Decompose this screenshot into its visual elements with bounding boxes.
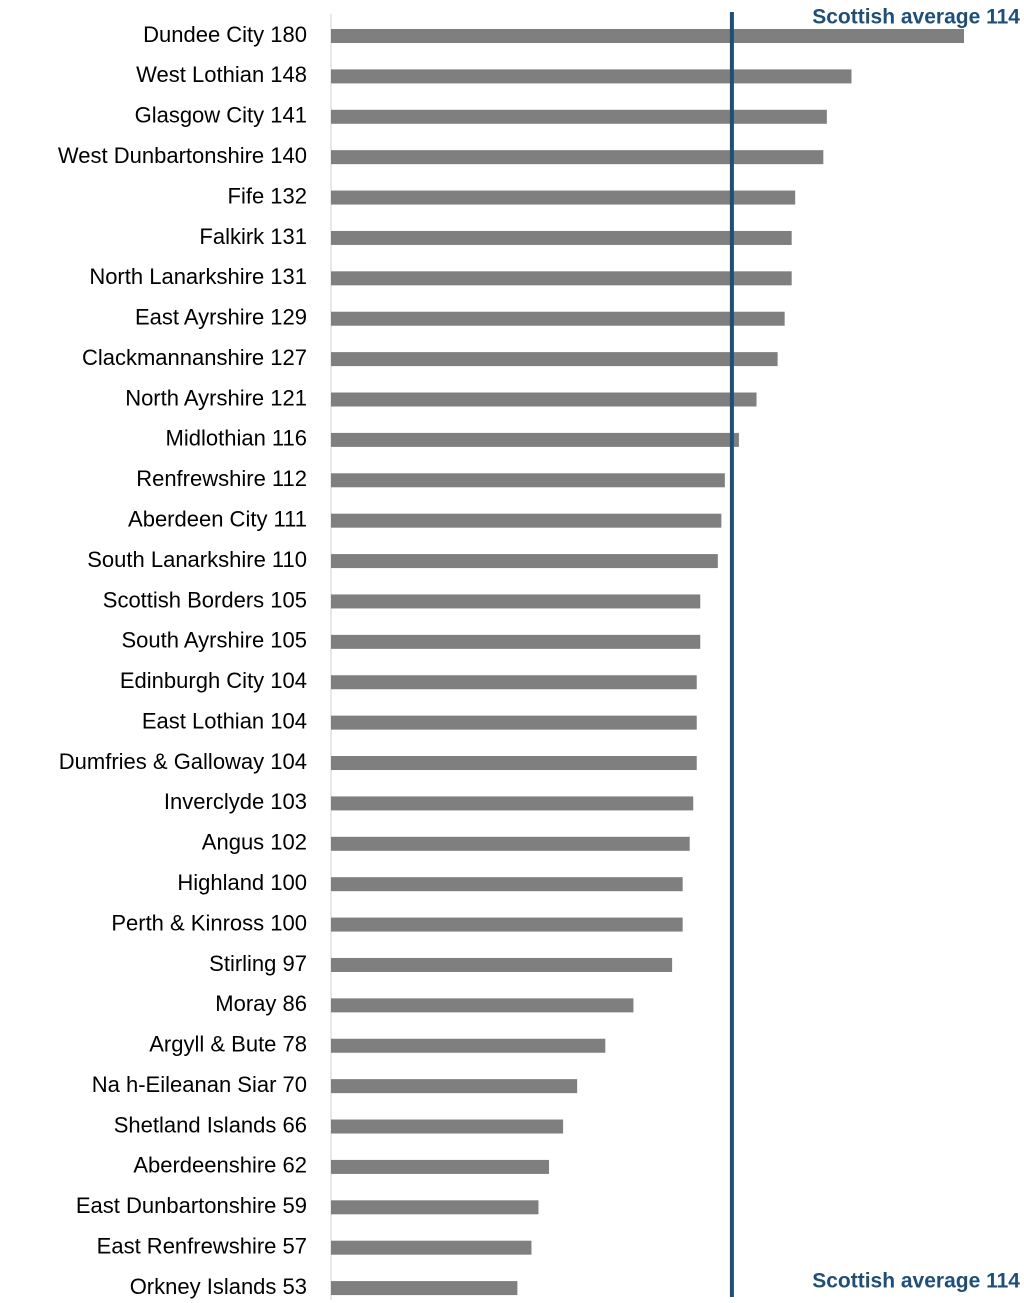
reference-label: Scottish average 114: [812, 6, 1020, 29]
bar: [331, 69, 852, 84]
category-label: Argyll & Bute 78: [149, 1032, 307, 1057]
bar: [331, 473, 725, 488]
category-label: West Dunbartonshire 140: [58, 143, 307, 168]
category-label: Dumfries & Galloway 104: [59, 749, 307, 774]
bar: [331, 836, 690, 851]
category-label: Scottish Borders 105: [103, 587, 307, 612]
category-label: Moray 86: [215, 991, 307, 1016]
category-label: West Lothian 148: [136, 62, 307, 87]
bar: [331, 190, 796, 205]
bar: [331, 311, 785, 326]
bar: [331, 957, 673, 972]
bar: [331, 1119, 564, 1134]
bar: [331, 715, 697, 730]
category-label: East Ayrshire 129: [135, 305, 307, 330]
bar: [331, 1281, 518, 1296]
bar: [331, 554, 718, 569]
bar: [331, 998, 634, 1013]
category-label: Angus 102: [202, 830, 307, 855]
bar: [331, 1159, 550, 1174]
category-label: North Lanarkshire 131: [89, 264, 307, 289]
category-label: East Dunbartonshire 59: [76, 1193, 307, 1218]
category-label: Clackmannanshire 127: [82, 345, 307, 370]
category-label: Perth & Kinross 100: [111, 910, 307, 935]
bar: [331, 917, 683, 932]
category-label: Falkirk 131: [199, 224, 307, 249]
bar: [331, 109, 827, 124]
category-label: Aberdeenshire 62: [133, 1153, 307, 1178]
category-label: Orkney Islands 53: [130, 1274, 307, 1299]
category-label: Renfrewshire 112: [136, 466, 307, 491]
bar: [331, 1240, 532, 1255]
category-label: Edinburgh City 104: [120, 668, 307, 693]
category-label: Glasgow City 141: [135, 103, 307, 128]
bar: [331, 29, 964, 43]
category-label: Dundee City 180: [143, 22, 307, 47]
bar: [331, 1079, 578, 1094]
bar: [331, 271, 792, 286]
bar: [331, 634, 701, 649]
bar: [331, 1038, 606, 1053]
category-label: Highland 100: [177, 870, 307, 895]
bar: [331, 796, 694, 811]
category-label: Midlothian 116: [166, 426, 307, 451]
bar: [331, 594, 701, 609]
category-label: South Lanarkshire 110: [87, 547, 307, 572]
category-label: Stirling 97: [209, 951, 307, 976]
reference-label: Scottish average 114: [812, 1270, 1020, 1293]
bar: [331, 877, 683, 892]
bar: [331, 513, 722, 528]
category-label: East Lothian 104: [142, 708, 307, 733]
category-label: Fife 132: [228, 183, 308, 208]
bar: [331, 675, 697, 690]
bar: [331, 756, 697, 771]
bar: [331, 150, 824, 165]
category-label: South Ayrshire 105: [122, 628, 308, 653]
bar: [331, 432, 739, 447]
bar: [331, 392, 757, 407]
category-label: Aberdeen City 111: [128, 506, 307, 531]
bar: [331, 352, 778, 367]
category-label: Na h-Eileanan Siar 70: [92, 1072, 307, 1097]
bar: [331, 230, 792, 245]
category-label: East Renfrewshire 57: [97, 1234, 307, 1259]
category-label: Shetland Islands 66: [114, 1112, 307, 1137]
bar: [331, 1200, 539, 1215]
category-label: Inverclyde 103: [164, 789, 307, 814]
category-label: North Ayrshire 121: [125, 385, 307, 410]
